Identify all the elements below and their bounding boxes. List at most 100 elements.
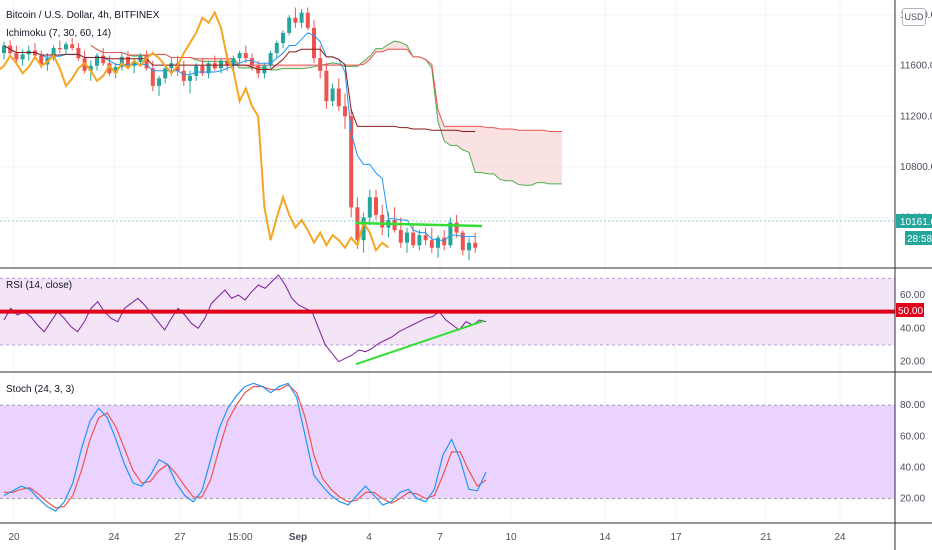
time-tick-label: Sep bbox=[289, 532, 307, 543]
time-tick-label: 10 bbox=[505, 532, 517, 543]
time-tick-label: 15:00 bbox=[227, 532, 252, 543]
candle-body bbox=[243, 53, 248, 59]
last-price-badge-bg bbox=[896, 214, 932, 228]
candle-body bbox=[324, 70, 329, 102]
rsi-title: RSI (14, close) bbox=[6, 280, 72, 291]
candle-body bbox=[250, 58, 254, 66]
candle-body bbox=[51, 48, 56, 59]
candle-body bbox=[374, 197, 378, 215]
candle-body bbox=[169, 63, 174, 69]
currency-button[interactable]: USD bbox=[902, 8, 926, 26]
candle-body bbox=[380, 214, 385, 228]
candle-body bbox=[64, 44, 68, 50]
candle-body bbox=[293, 17, 298, 23]
candle-body bbox=[20, 54, 25, 60]
candle-body bbox=[107, 63, 112, 74]
time-tick-label: 21 bbox=[760, 532, 772, 543]
candle-body bbox=[473, 242, 478, 248]
candle-body bbox=[88, 65, 93, 71]
countdown-badge: 28:58 bbox=[907, 234, 932, 245]
candle-body bbox=[268, 53, 273, 66]
candle-body bbox=[200, 65, 205, 74]
candle-body bbox=[429, 240, 434, 248]
price-tick-label: 11200.0 bbox=[900, 111, 932, 122]
stoch-tick-label: 80.00 bbox=[900, 400, 925, 411]
price-tick-label: 10800.0 bbox=[900, 162, 932, 173]
candle-body bbox=[2, 45, 6, 54]
candle-body bbox=[367, 197, 372, 218]
price-tick-label: 11600.0 bbox=[900, 61, 932, 72]
candle-body bbox=[95, 55, 99, 66]
rsi-axis[interactable]: 20.00 40.00 60.00 bbox=[900, 290, 925, 368]
candle-body bbox=[405, 232, 409, 243]
candle-body bbox=[336, 88, 341, 107]
stoch-tick-label: 20.00 bbox=[900, 494, 925, 505]
candle-body bbox=[101, 55, 106, 64]
candle-body bbox=[237, 53, 242, 59]
rsi-line bbox=[3, 274, 487, 363]
candle-body bbox=[225, 60, 230, 66]
last-price-badge: 10161.0 bbox=[900, 217, 932, 228]
candle-body bbox=[181, 70, 186, 81]
support-trendline[interactable] bbox=[355, 221, 483, 228]
candle-body bbox=[188, 75, 192, 81]
candle-body bbox=[417, 235, 422, 246]
rsi-50-badge: 50.00 bbox=[898, 306, 923, 317]
time-tick-label: 24 bbox=[834, 532, 846, 543]
candle-body bbox=[312, 27, 316, 59]
candle-body bbox=[305, 12, 310, 28]
lagging-span-line bbox=[0, 10, 390, 253]
candle-body bbox=[448, 222, 453, 246]
candle-body bbox=[423, 235, 428, 241]
candle-body bbox=[212, 63, 217, 69]
symbol-title: Bitcoin / U.S. Dollar, 4h, BITFINEX bbox=[6, 10, 160, 21]
rsi-trendline[interactable] bbox=[355, 319, 485, 366]
time-tick-label: 20 bbox=[8, 532, 20, 543]
stoch-band bbox=[0, 405, 895, 499]
rsi-tick-label: 60.00 bbox=[900, 290, 925, 301]
candle-body bbox=[126, 56, 130, 66]
stoch-tick-label: 60.00 bbox=[900, 431, 925, 442]
candle-body bbox=[287, 17, 292, 33]
time-tick-label: 24 bbox=[108, 532, 120, 543]
candle-body bbox=[411, 232, 416, 246]
indicator-title: Ichimoku (7, 30, 60, 14) bbox=[6, 28, 111, 39]
time-tick-label: 27 bbox=[174, 532, 186, 543]
price-pane[interactable]: Bitcoin / U.S. Dollar, 4h, BITFINEX Ichi… bbox=[0, 7, 895, 261]
stoch-d-line bbox=[4, 384, 487, 509]
candle-body bbox=[150, 68, 155, 86]
candle-body bbox=[76, 48, 81, 59]
candle-body bbox=[361, 217, 366, 241]
candle-body bbox=[132, 61, 137, 66]
candle-body bbox=[33, 50, 37, 56]
candle-body bbox=[57, 48, 62, 50]
candle-body bbox=[281, 32, 285, 43]
rsi-50-badge-bg bbox=[896, 303, 924, 317]
time-tick-label: 14 bbox=[599, 532, 611, 543]
candle-body bbox=[14, 53, 19, 60]
rsi-tick-label: 20.00 bbox=[900, 357, 925, 368]
countdown-badge-bg bbox=[905, 231, 932, 245]
grid-lines bbox=[0, 0, 895, 523]
candle-body bbox=[299, 12, 304, 23]
rsi-tick-label: 40.00 bbox=[900, 323, 925, 334]
rsi-pane[interactable]: RSI (14, close) bbox=[0, 274, 895, 366]
candle-body bbox=[194, 65, 199, 76]
candle-body bbox=[144, 55, 149, 69]
candle-body bbox=[349, 116, 354, 208]
time-axis[interactable]: 20 24 27 15:00 Sep 4 7 10 14 17 21 24 bbox=[8, 532, 846, 543]
stoch-axis[interactable]: 20.00 40.00 60.00 80.00 bbox=[900, 400, 925, 504]
candle-body bbox=[454, 222, 459, 233]
candle-body bbox=[436, 237, 440, 248]
candle-body bbox=[318, 58, 323, 71]
candle-body bbox=[163, 68, 168, 79]
stoch-pane[interactable]: Stoch (24, 3, 3) bbox=[0, 382, 895, 512]
candle-body bbox=[206, 63, 211, 74]
candle-body bbox=[219, 60, 223, 69]
candle-body bbox=[343, 106, 347, 117]
candle-body bbox=[113, 67, 118, 74]
candle-body bbox=[231, 58, 236, 66]
stoch-tick-label: 40.00 bbox=[900, 462, 925, 473]
